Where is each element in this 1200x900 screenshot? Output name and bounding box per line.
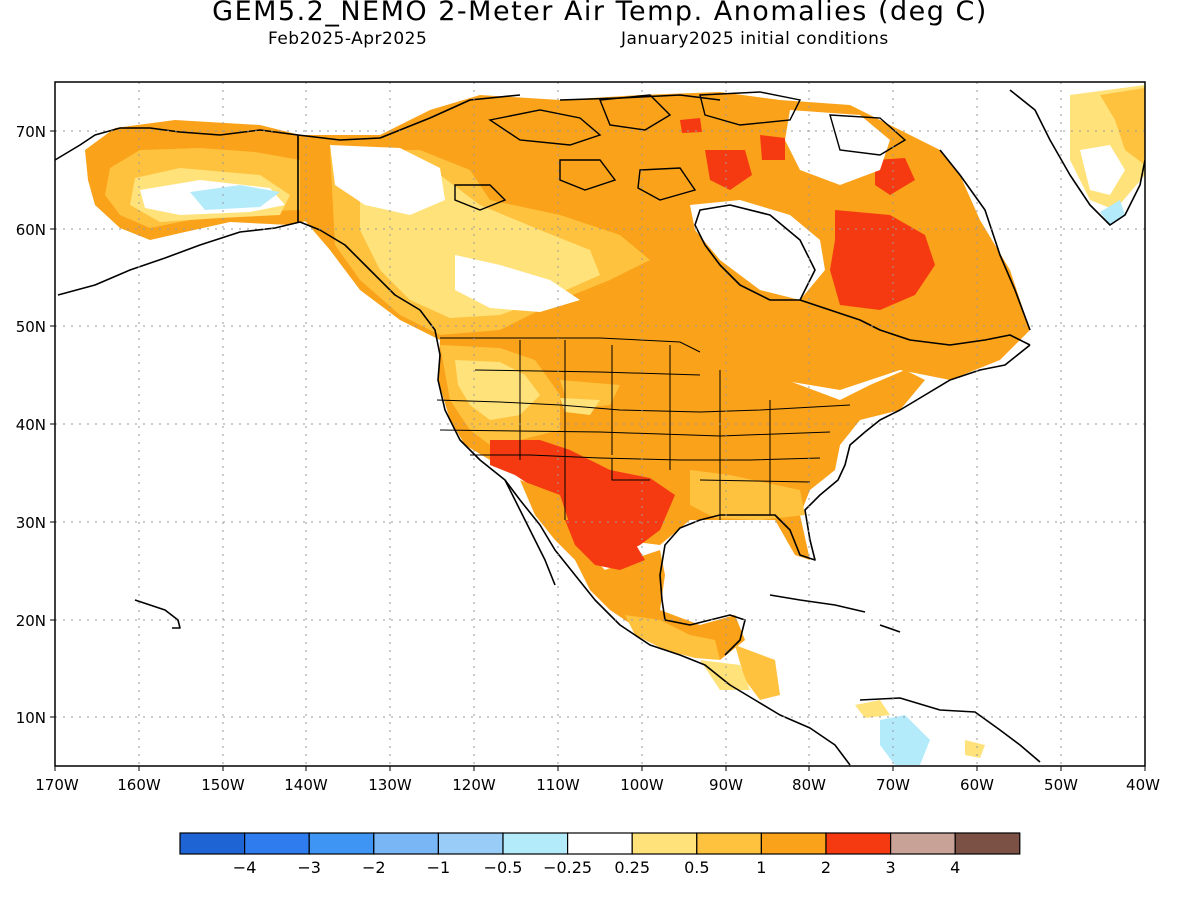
lon-label: 40W [1126, 776, 1160, 794]
colorbar-swatch [760, 832, 827, 855]
lon-label: 60W [960, 776, 994, 794]
lat-label: 60N [16, 221, 46, 239]
forecast-period: Feb2025-Apr2025 [268, 29, 428, 49]
gridlines [55, 82, 1145, 766]
colorbar-swatch [308, 832, 375, 855]
lon-label: 140W [284, 776, 328, 794]
colorbar-label: 0.25 [614, 858, 650, 877]
political-borders [436, 337, 851, 520]
lat-label: 40N [16, 416, 46, 434]
colorbar-swatch [954, 832, 1021, 855]
colorbar-swatch [373, 832, 439, 855]
colorbar-labels: −4 −3 −2 −1 −0.5 −0.25 0.25 0.5 1 2 3 4 [233, 858, 960, 877]
lat-label: 20N [16, 612, 46, 630]
lon-label: 110W [536, 776, 580, 794]
colorbar-swatch [502, 832, 569, 855]
longitude-labels: 170W 160W 150W 140W 130W 120W 110W 100W … [35, 776, 1160, 794]
colorbar-label: 4 [950, 858, 960, 877]
colorbar-label: 2 [821, 858, 831, 877]
anomaly-area-alaska [85, 120, 330, 240]
lon-label: 150W [201, 776, 245, 794]
colorbar-label: −2 [362, 858, 386, 877]
colorbar-swatch [244, 832, 310, 855]
anomaly-area-caribbean [855, 700, 985, 765]
colorbar-label: 3 [886, 858, 896, 877]
lon-label: 50W [1044, 776, 1078, 794]
arctic-islands [454, 91, 907, 211]
lat-label: 10N [16, 709, 46, 727]
anomaly-area-greenland [1070, 85, 1145, 225]
anomaly-area-quebec [680, 110, 935, 310]
lon-label: 170W [35, 776, 79, 794]
colorbar-swatch [566, 832, 633, 855]
colorbar-label: −0.5 [484, 858, 523, 877]
axis-ticks [50, 130, 1146, 771]
anomaly-area-usa [438, 338, 925, 560]
colorbar-label: −1 [427, 858, 451, 877]
lat-label: 50N [16, 318, 46, 336]
initial-conditions: January2025 initial conditions [621, 29, 889, 49]
lon-label: 80W [792, 776, 826, 794]
lon-label: 90W [709, 776, 743, 794]
colorbar-swatch [825, 832, 892, 855]
colorbar-label: −0.25 [543, 858, 592, 877]
lon-label: 120W [452, 776, 496, 794]
lat-label: 30N [16, 514, 46, 532]
colorbar-label: −3 [297, 858, 321, 877]
lon-label: 70W [876, 776, 910, 794]
colorbar-swatch [437, 832, 504, 855]
lon-label: 130W [368, 776, 412, 794]
colorbar-swatch [889, 832, 956, 855]
anomaly-area-mexico [520, 480, 780, 700]
colorbar-label: 0.5 [684, 858, 709, 877]
colorbar-swatch [179, 832, 246, 855]
colorbar-label: −4 [233, 858, 257, 877]
lon-label: 100W [620, 776, 664, 794]
map-title: GEM5.2_NEMO 2-Meter Air Temp. Anomalies … [212, 0, 988, 27]
lat-label: 70N [16, 123, 46, 141]
colorbar-swatch [631, 832, 698, 855]
colorbar-swatch [696, 832, 762, 855]
latitude-labels: 70N 60N 50N 40N 30N 20N 10N [16, 123, 46, 727]
colorbar [179, 832, 1021, 855]
colorbar-label: 1 [756, 858, 766, 877]
lon-label: 160W [117, 776, 161, 794]
